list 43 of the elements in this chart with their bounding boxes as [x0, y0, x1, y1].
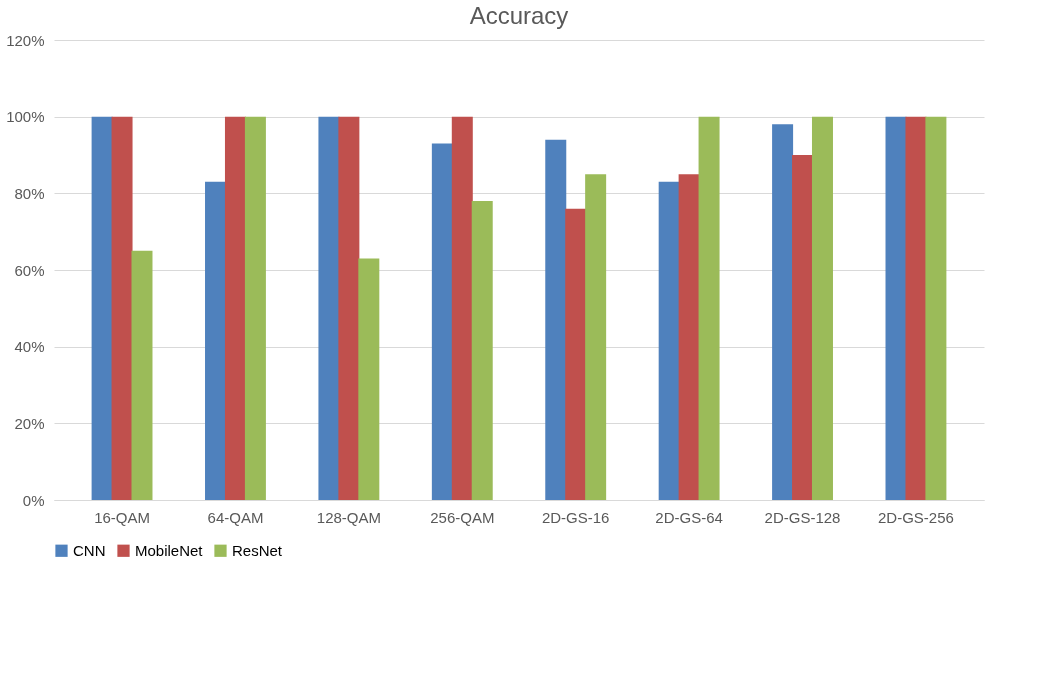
bar [658, 181, 680, 500]
bar [811, 116, 833, 500]
x-tick-label: 2D-GS-128 [764, 508, 841, 526]
bar [91, 116, 113, 500]
y-tick-label: 40% [14, 338, 45, 356]
bar [318, 116, 340, 500]
bar [678, 174, 700, 500]
legend-label: ResNet [232, 541, 283, 559]
bar [772, 124, 794, 500]
x-tick-label: 2D-GS-64 [655, 508, 723, 526]
bar [585, 174, 607, 500]
bar [244, 116, 266, 500]
x-tick-label: 2D-GS-256 [878, 508, 954, 526]
x-tick-label: 16-QAM [94, 508, 150, 526]
y-tick-label: 20% [14, 414, 45, 432]
x-tick-label: 64-QAM [207, 508, 264, 526]
legend-label: CNN [73, 541, 106, 559]
bar [905, 116, 927, 500]
bar [792, 155, 814, 500]
bar [471, 201, 493, 500]
bar [698, 116, 720, 500]
bar [338, 116, 360, 500]
bar [885, 116, 907, 500]
bar [431, 143, 453, 500]
y-tick-label: 60% [14, 261, 45, 279]
bar [451, 116, 473, 500]
bar [925, 116, 947, 500]
bar [565, 208, 587, 500]
y-tick-label: 100% [6, 108, 45, 126]
y-tick-label: 80% [14, 184, 45, 202]
chart-title: Accuracy [469, 2, 569, 29]
bar [131, 250, 153, 500]
bar [545, 139, 567, 500]
x-tick-label: 128-QAM [316, 508, 381, 526]
bar [224, 116, 246, 500]
legend-label: MobileNet [135, 541, 204, 559]
y-tick-label: 0% [22, 491, 45, 509]
bar [111, 116, 133, 500]
bar [358, 258, 380, 500]
y-tick-label: 120% [6, 31, 45, 49]
bar [205, 181, 227, 500]
x-tick-label: 256-QAM [430, 508, 495, 526]
x-tick-label: 2D-GS-16 [541, 508, 610, 526]
